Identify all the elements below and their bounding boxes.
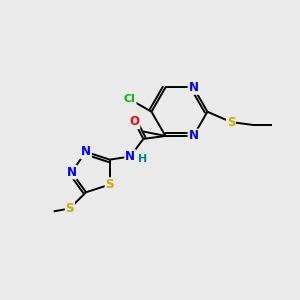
Text: O: O <box>130 115 140 128</box>
Text: N: N <box>81 146 91 158</box>
Text: N: N <box>188 81 198 94</box>
Text: S: S <box>66 202 74 215</box>
Text: N: N <box>188 129 198 142</box>
Text: N: N <box>66 166 76 178</box>
Text: H: H <box>138 154 147 164</box>
Text: Cl: Cl <box>124 94 136 104</box>
Text: S: S <box>227 116 235 128</box>
Text: N: N <box>125 150 135 163</box>
Text: S: S <box>106 178 114 191</box>
